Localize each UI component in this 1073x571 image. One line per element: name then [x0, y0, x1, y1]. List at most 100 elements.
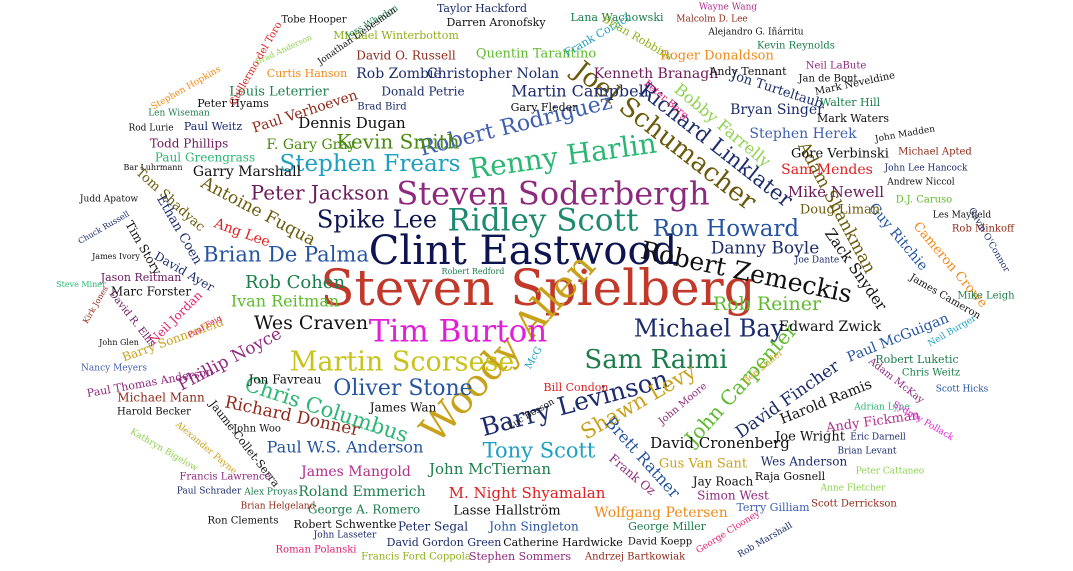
word-jon-favreau: Jon Favreau	[247, 373, 322, 387]
word-paul-greengrass: Paul Greengrass	[155, 151, 255, 165]
word-stephen-frears: Stephen Frears	[280, 151, 461, 177]
word-bryan-singer: Bryan Singer	[730, 102, 824, 118]
word-f-gary-gray: F. Gary Gray	[266, 137, 355, 153]
word-david-koepp: David Koepp	[628, 537, 692, 548]
word-quentin-tarantino: Quentin Tarantino	[476, 47, 596, 62]
word-brian-helgeland: Brian Helgeland	[241, 502, 316, 512]
word-peter-cattaneo: Peter Cattaneo	[856, 467, 924, 477]
word-ron-clements: Ron Clements	[208, 516, 279, 527]
word-taylor-hackford: Taylor Hackford	[437, 2, 527, 15]
word-judd-apatow: Judd Apatow	[79, 195, 138, 205]
word-brian-levant: Brian Levant	[838, 447, 897, 457]
word-kevin-smith: Kevin Smith	[336, 130, 459, 154]
word-tony-scott: Tony Scott	[483, 439, 596, 463]
word-roland-emmerich: Roland Emmerich	[298, 484, 425, 500]
word-sam-mendes: Sam Mendes	[781, 162, 873, 178]
word-wes-craven: Wes Craven	[254, 312, 368, 334]
word-wes-anderson: Wes Anderson	[761, 455, 848, 469]
word-john-glen: John Glen	[98, 338, 139, 347]
word-tim-story: Tim Story	[122, 218, 164, 277]
word-lasse-hallstrom: Lasse Hallström	[453, 504, 560, 519]
word-todd-phillips: Todd Phillips	[150, 137, 228, 151]
word-james-ivory: James Ivory	[91, 252, 140, 261]
word-wayne-wang: Wayne Wang	[699, 3, 758, 13]
word-gary-fleder: Gary Fleder	[511, 101, 579, 114]
word-marc-forster: Marc Forster	[111, 285, 191, 299]
word-terry-gilliam: Terry Gilliam	[736, 501, 810, 514]
word-rob-minkoff: Rob Minkoff	[952, 224, 1015, 235]
word-mike-newell: Mike Newell	[788, 183, 884, 201]
word-peter-hyams: Peter Hyams	[197, 97, 269, 110]
word-rob-cohen: Rob Cohen	[245, 272, 345, 293]
word-m-night-shyamalan: M. Night Shyamalan	[449, 484, 606, 502]
word-lana-wachowski: Lana Wachowski	[570, 11, 664, 24]
word-chris-weitz: Chris Weitz	[902, 368, 960, 379]
word-james-mangold: James Mangold	[299, 464, 411, 480]
word-francis-ford-coppola: Francis Ford Coppola	[361, 552, 471, 563]
word-sam-raimi: Sam Raimi	[584, 345, 727, 375]
word-christopher-nolan: Christopher Nolan	[427, 66, 559, 82]
word-michael-bay: Michael Bay	[634, 315, 785, 343]
word-martin-campbell: Martin Campbell	[511, 82, 649, 101]
word-dennis-dugan: Dennis Dugan	[298, 114, 406, 132]
word-martin-scorsese: Martin Scorsese	[290, 347, 515, 378]
word-garry-marshall: Garry Marshall	[193, 164, 302, 180]
word-john-lasseter: John Lasseter	[313, 531, 377, 541]
word-john-woo: John Woo	[232, 424, 281, 435]
word-clint-eastwood: Clint Eastwood	[369, 228, 677, 274]
word-paul-w-s-anderson: Paul W.S. Anderson	[267, 438, 424, 457]
word-rob-zombie: Rob Zombie	[356, 66, 442, 82]
word-tobe-hooper: Tobe Hooper	[281, 15, 346, 26]
word-andy-tennant: Andy Tennant	[708, 65, 787, 78]
word-gore-verbinski: Gore Verbinski	[791, 147, 889, 162]
word-tim-burton: Tim Burton	[369, 314, 548, 350]
word-louis-leterrier: Louis Leterrier	[229, 85, 329, 100]
word-robert-luketic: Robert Luketic	[875, 353, 958, 366]
word-paul-weitz: Paul Weitz	[184, 120, 242, 133]
word-neil-labute: Neil LaBute	[806, 61, 867, 72]
word-kirk-jones: Kirk Jones	[81, 284, 110, 325]
word-brad-bird: Brad Bird	[357, 102, 407, 113]
word-harold-becker: Harold Becker	[117, 407, 191, 418]
word-joe-wright: Joe Wright	[773, 430, 846, 445]
word-michael-mann: Michael Mann	[117, 391, 205, 405]
word-roger-donaldson: Roger Donaldson	[660, 49, 774, 64]
word-bar-luhrmann: Bar Luhrmann	[123, 163, 182, 172]
word-spike-lee: Spike Lee	[317, 206, 437, 234]
word-francis-lawrence: Francis Lawrence	[179, 472, 270, 483]
word-darren-aronofsky: Darren Aronofsky	[446, 16, 546, 29]
word-alejandro-g-inarritu: Alejandro G. Iñárritu	[707, 27, 803, 38]
word-len-wiseman: Len Wiseman	[148, 109, 210, 119]
word-peter-segal: Peter Segal	[398, 520, 468, 534]
word-curtis-hanson: Curtis Hanson	[267, 67, 347, 80]
word-ridley-scott: Ridley Scott	[448, 203, 639, 239]
word-les-mayfield: Les Mayfield	[933, 211, 992, 221]
word-danny-boyle: Danny Boyle	[711, 239, 820, 259]
word-michael-winterbottom: Michael Winterbottom	[333, 29, 459, 42]
word-andrew-niccol: Andrew Niccol	[886, 178, 955, 188]
word-d-j-caruso: D.J. Caruso	[896, 195, 952, 206]
word-chuck-russell: Chuck Russell	[77, 209, 132, 246]
word-kevin-reynolds: Kevin Reynolds	[757, 41, 835, 52]
word-eric-darnell: Eric Darnell	[850, 433, 906, 443]
word-jan-de-bont: Jan de Bont	[798, 74, 858, 85]
word-steve-miner: Steve Miner	[56, 280, 106, 289]
word-robert-schwentke: Robert Schwentke	[293, 518, 396, 531]
word-rod-lurie: Rod Lurie	[128, 124, 173, 134]
word-david-gordon-green: David Gordon Green	[387, 536, 502, 549]
word-john-mctiernan: John McTiernan	[427, 460, 551, 478]
word-rob-reiner: Rob Reiner	[713, 293, 822, 315]
word-john-singleton: John Singleton	[487, 520, 579, 534]
word-jay-roach: Jay Roach	[691, 475, 754, 489]
word-gus-van-sant: Gus Van Sant	[659, 457, 748, 472]
word-nancy-meyers: Nancy Meyers	[81, 364, 147, 374]
word-steven-spielberg: Steven Spielberg	[320, 259, 755, 317]
word-george-a-romero: George A. Romero	[308, 503, 420, 517]
word-malcolm-d-lee: Malcolm D. Lee	[676, 15, 747, 25]
word-stephen-herek: Stephen Herek	[749, 126, 857, 142]
word-mike-leigh: Mike Leigh	[957, 291, 1015, 302]
word-adrian-lyne: Adrian Lyne	[853, 403, 910, 413]
word-anne-fletcher: Anne Fletcher	[820, 484, 887, 494]
word-bill-condon: Bill Condon	[543, 381, 608, 394]
